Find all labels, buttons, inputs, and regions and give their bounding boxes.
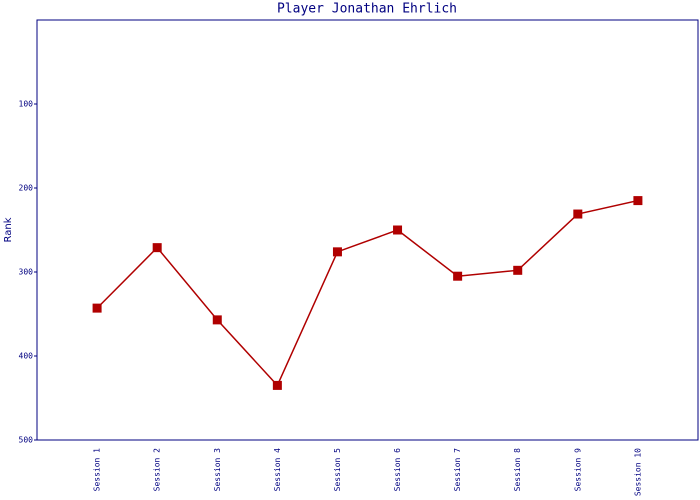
y-tick-label: 200: [19, 184, 34, 193]
plot-frame: [36, 19, 699, 441]
y-tick-label: 400: [19, 352, 34, 361]
chart-title: Player Jonathan Ehrlich: [277, 2, 457, 17]
line: [96, 199, 639, 387]
x-tick-label: Session 2: [153, 448, 162, 492]
y-axis-label: Rank: [3, 217, 14, 242]
marker: [332, 247, 342, 257]
marker: [152, 243, 162, 253]
x-tick-label: Session 1: [93, 448, 102, 492]
y-tick-label: 500: [19, 436, 34, 445]
x-tick-label: Session 6: [393, 448, 402, 492]
marker: [453, 271, 463, 281]
y-tick-label: 100: [19, 100, 34, 109]
marker: [272, 380, 282, 390]
x-tick-label: Session 4: [273, 448, 282, 492]
x-tick-label: Session 9: [573, 448, 582, 492]
marker: [92, 303, 102, 313]
marker: [212, 315, 222, 325]
marker: [513, 265, 523, 275]
x-tick-label: Session 10: [633, 448, 642, 496]
marker: [633, 196, 643, 206]
x-tick-label: Session 5: [333, 448, 342, 492]
x-tick-label: Session 8: [513, 448, 522, 492]
x-tick-label: Session 7: [453, 448, 462, 492]
x-tick-label: Session 3: [213, 448, 222, 492]
marker: [573, 209, 583, 219]
marker: [393, 225, 403, 235]
y-tick-label: 300: [19, 268, 34, 277]
